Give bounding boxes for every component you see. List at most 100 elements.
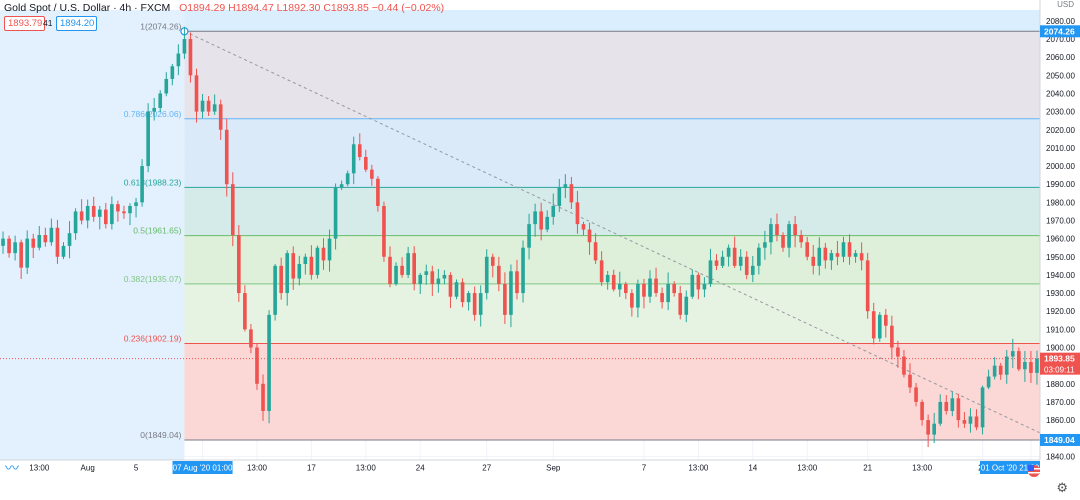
candle-body (490, 256, 495, 266)
candle-body (781, 235, 785, 248)
candle (853, 249, 858, 263)
candle-body (569, 184, 574, 203)
candle-body (140, 166, 144, 203)
candle (605, 270, 610, 290)
candle (279, 257, 283, 300)
candle (811, 244, 816, 275)
candle (206, 96, 211, 117)
fibonacci-retracement[interactable]: 1(2074.26) 0.786(2026.06) 0.618(1988.23) 0.… (0, 10, 1060, 460)
candle-body (285, 253, 290, 294)
candle (877, 312, 882, 342)
price-tick-label: 1840.00 (1046, 452, 1075, 461)
fib-label-0.5: 0.5(1961.65) (133, 226, 181, 236)
candle-body (738, 256, 743, 266)
price-axis[interactable]: 1840.001850.001860.001870.001880.001890.… (1039, 0, 1080, 461)
candle-body (370, 169, 374, 179)
gear-icon[interactable]: ⚙ (1056, 480, 1068, 495)
candle (835, 240, 840, 266)
price-tick-label: 2070.00 (1046, 35, 1075, 44)
candle (418, 273, 423, 295)
time-axis[interactable]: 13:00 Aug 5 07 Aug '20 01:00 13:00 17 13:00 24 2… (0, 459, 1080, 500)
candle (539, 202, 543, 241)
candle (158, 90, 163, 113)
candle-body (206, 100, 211, 112)
candle-body (744, 256, 749, 275)
candle-body (642, 283, 646, 297)
candle (484, 249, 489, 300)
candle (563, 174, 568, 199)
candle-body (932, 423, 936, 435)
candle-body (394, 265, 398, 284)
candle-body (224, 129, 229, 185)
candle-body (91, 205, 96, 217)
candle-body (303, 256, 308, 265)
trend-line[interactable] (184, 30, 1056, 441)
candle-body (146, 111, 150, 167)
candle (1004, 350, 1009, 384)
candle (7, 235, 11, 258)
fib-label-0.236: 0.236(1902.19) (124, 334, 182, 344)
time-tick-label: 13:00 (797, 464, 818, 473)
candle (230, 172, 235, 247)
candle (666, 272, 670, 311)
candle (944, 395, 949, 415)
candle-body (97, 209, 102, 217)
chart-header: Gold Spot / U.S. Dollar · 4h · FXCM O189… (4, 2, 444, 14)
candle-body (593, 242, 598, 261)
candle (744, 251, 749, 280)
price-tick-label: 2080.00 (1046, 17, 1075, 26)
candle (460, 278, 465, 308)
candle (720, 250, 725, 269)
candle (823, 242, 828, 269)
tradingview-logo-icon[interactable]: 〰 (5, 460, 19, 476)
price-tick-label: 1860.00 (1046, 416, 1075, 425)
candle (908, 363, 912, 393)
candle-body (388, 256, 392, 284)
candle-body (418, 274, 423, 284)
candle-body (968, 416, 973, 424)
candle (448, 272, 453, 309)
candle-body (406, 253, 410, 275)
candle (859, 242, 864, 271)
candle (750, 256, 755, 283)
time-tick-label: 21 (863, 464, 872, 473)
candle (309, 245, 314, 280)
symbol-title[interactable]: Gold Spot / U.S. Dollar · 4h · FXCM (4, 2, 171, 14)
candle-body (624, 283, 628, 294)
candle (176, 44, 181, 76)
candle (793, 215, 797, 248)
candle (902, 349, 906, 378)
candle-body (720, 256, 725, 266)
candle-body (497, 265, 501, 284)
candle (920, 399, 924, 426)
fib-zone-0.382 (184, 283, 1041, 344)
candle-body (938, 401, 943, 424)
candle-body (424, 271, 429, 275)
sell-price-button[interactable]: 1893.79 (4, 16, 45, 31)
price-tick-label: 1980.00 (1046, 198, 1075, 207)
candle-body (944, 401, 949, 412)
candle-body (980, 387, 985, 428)
candle (128, 203, 132, 226)
candle (926, 414, 930, 448)
candle (678, 285, 683, 320)
candle (200, 94, 205, 119)
candle-body (920, 401, 924, 421)
candle-body (539, 211, 543, 230)
ohlc-low: L1892.30 (276, 2, 321, 14)
candle (575, 190, 580, 234)
candle (630, 289, 634, 317)
countdown-label: 03:09:11 (1044, 366, 1075, 375)
candle (315, 245, 320, 279)
candle-body (551, 205, 556, 217)
candle-body (454, 282, 459, 297)
price-tag-low: 1849.04 (1044, 435, 1075, 445)
buy-price-button[interactable]: 1894.20 (56, 16, 97, 31)
time-tick-label: 13:00 (29, 464, 50, 473)
candle-body (1035, 358, 1039, 373)
candle (702, 277, 707, 298)
candle-body (1029, 362, 1033, 373)
candle-body (811, 256, 816, 266)
candle-body (55, 227, 60, 257)
